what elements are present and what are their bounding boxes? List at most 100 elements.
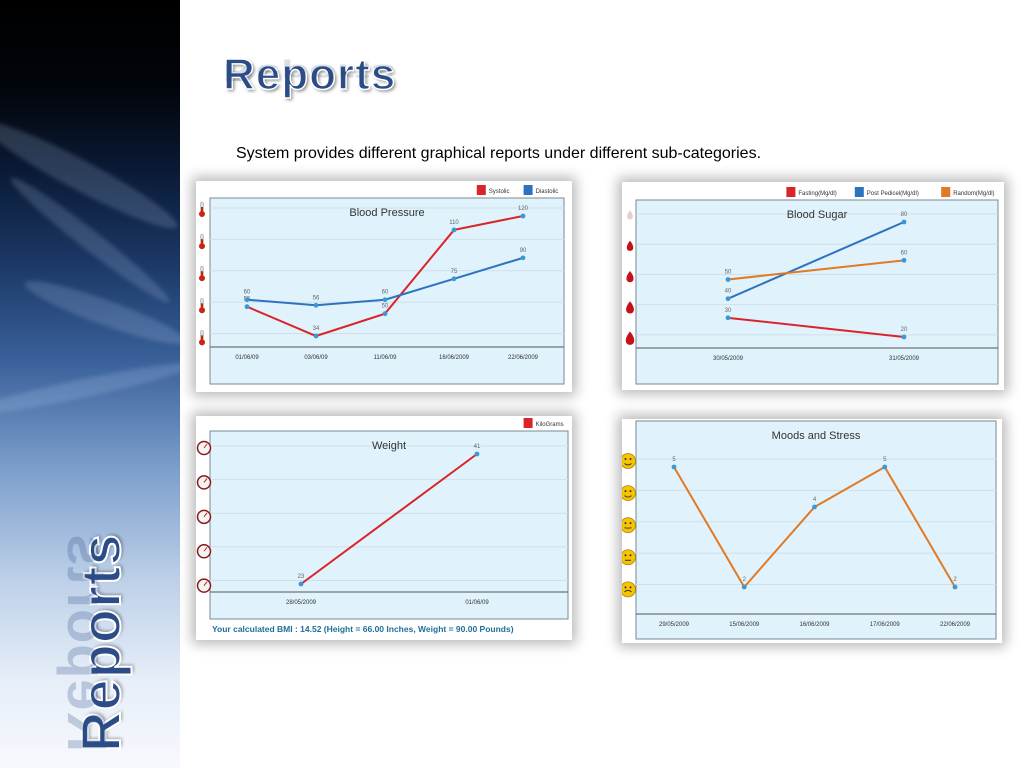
data-label: 34 — [313, 326, 320, 332]
legend-label: Diastolic — [536, 189, 559, 195]
chart-title: Moods and Stress — [772, 430, 861, 442]
x-tick-label: 01/06/09 — [465, 600, 489, 606]
plot-area — [635, 420, 997, 640]
weighing-scale-icon — [196, 440, 212, 456]
weighing-scale-icon — [196, 544, 212, 559]
data-label: 50 — [725, 270, 732, 276]
series-line — [727, 316, 905, 338]
x-tick-label: 16/06/2009 — [799, 622, 830, 628]
legend-swatch — [941, 187, 951, 197]
series-line — [300, 453, 478, 585]
data-point — [474, 451, 480, 457]
data-label: 60 — [901, 250, 908, 256]
moods-stress-chart-card: Moods and Stress 29/05/2009 15/06/2009 16/0… — [622, 419, 1002, 643]
data-point — [313, 302, 319, 308]
data-point — [725, 277, 731, 282]
data-point — [882, 464, 888, 470]
data-point — [901, 334, 907, 340]
data-label: 60 — [382, 290, 389, 296]
data-point — [298, 581, 304, 587]
smiley-face-icon — [622, 485, 636, 501]
side-icon-column — [622, 453, 636, 598]
x-tick-label: 22/06/2009 — [940, 622, 971, 628]
legend-label: Random(Mg/dl) — [953, 191, 994, 197]
data-label: 120 — [518, 206, 529, 212]
data-point — [671, 464, 677, 470]
data-point — [313, 333, 319, 339]
legend-swatch — [476, 185, 486, 195]
x-tick-label: 16/06/2009 — [439, 355, 470, 361]
data-point — [725, 315, 731, 321]
legend-swatch — [854, 187, 864, 197]
plot-area — [635, 199, 999, 385]
sidebar-title-reflection: Reports — [56, 533, 119, 752]
data-point — [244, 297, 250, 303]
data-point — [520, 213, 526, 219]
x-tick-label: 17/06/2009 — [870, 622, 901, 628]
data-label: 5 — [883, 457, 887, 463]
data-point — [901, 257, 907, 263]
data-label: 40 — [725, 289, 732, 295]
data-point — [451, 227, 457, 233]
chart-svg: Moods and Stress 29/05/2009 15/06/2009 16/0… — [622, 420, 997, 640]
data-point — [725, 296, 731, 302]
blood-sugar-chart-card: Blood Sugar Random(Mg/dl) Post Pedicel(Mg/… — [622, 182, 1004, 390]
page-title: Reports — [222, 49, 397, 100]
smiley-face-icon — [622, 581, 636, 598]
x-tick-label: 01/06/09 — [235, 355, 259, 361]
data-label: 50 — [382, 304, 389, 310]
x-tick-label: 11/06/09 — [374, 355, 398, 361]
data-label: 4 — [813, 497, 817, 503]
data-point — [382, 297, 388, 303]
smiley-face-icon — [622, 549, 636, 566]
smiley-face-icon — [622, 517, 636, 534]
series-line — [727, 259, 905, 281]
chart-title: Blood Pressure — [349, 207, 424, 219]
blood-drop-icon — [625, 331, 635, 345]
data-label: 60 — [244, 290, 251, 296]
blood-drop-icon — [626, 270, 634, 283]
blood-pressure-chart-card: Blood Pressure Diastolic Systolic 01/06/09 0… — [196, 181, 572, 392]
x-tick-label: 03/06/09 — [304, 355, 328, 361]
x-tick-label: 29/05/2009 — [659, 622, 690, 628]
data-label: 2 — [953, 577, 957, 583]
chart-svg: Blood Sugar Random(Mg/dl) Post Pedicel(Mg/… — [625, 187, 999, 385]
weighing-scale-icon — [196, 578, 212, 593]
data-point — [741, 584, 747, 590]
series-line — [727, 221, 905, 300]
side-icon-column — [625, 210, 635, 345]
plot-area — [209, 197, 565, 385]
data-point — [901, 219, 907, 225]
legend-swatch — [523, 185, 533, 195]
smiley-face-icon — [622, 453, 636, 469]
page-title-reflection: Reports — [223, 59, 397, 86]
data-point — [520, 255, 526, 261]
data-label: 41 — [474, 444, 481, 450]
legend-label: Systolic — [489, 189, 510, 195]
weight-chart-card: Weight KiloGrams 28/05/2009 01/06/09 23 41 You… — [196, 416, 572, 640]
data-label: 5 — [672, 457, 676, 463]
data-point — [812, 504, 817, 510]
legend-swatch — [786, 187, 796, 197]
thermometer-icon — [199, 298, 205, 314]
data-point — [952, 584, 958, 590]
blood-drop-icon — [626, 301, 634, 314]
legend-label: KiloGrams — [536, 422, 564, 428]
data-point — [382, 311, 388, 317]
blood-drop-icon — [626, 240, 634, 251]
chart-title: Blood Sugar — [787, 209, 848, 221]
data-label: 75 — [451, 269, 458, 275]
x-tick-label: 15/06/2009 — [729, 622, 760, 628]
x-tick-label: 30/05/2009 — [713, 356, 744, 362]
thermometer-icon — [199, 330, 205, 346]
data-label: 30 — [725, 308, 732, 314]
data-label: 90 — [520, 248, 527, 254]
weighing-scale-icon — [196, 475, 212, 490]
bmi-summary-text: Your calculated BMI : 14.52 (Height = 66… — [212, 624, 514, 634]
chart-svg: Weight KiloGrams 28/05/2009 01/06/09 23 41 You… — [196, 418, 569, 634]
data-label: 2 — [743, 577, 747, 583]
sidebar-background: Reports Reports — [0, 0, 180, 768]
chart-svg: Blood Pressure Diastolic Systolic 01/06/09 0… — [199, 185, 565, 385]
blood-drop-icon — [627, 210, 633, 220]
x-tick-label: 22/06/2009 — [508, 355, 539, 361]
